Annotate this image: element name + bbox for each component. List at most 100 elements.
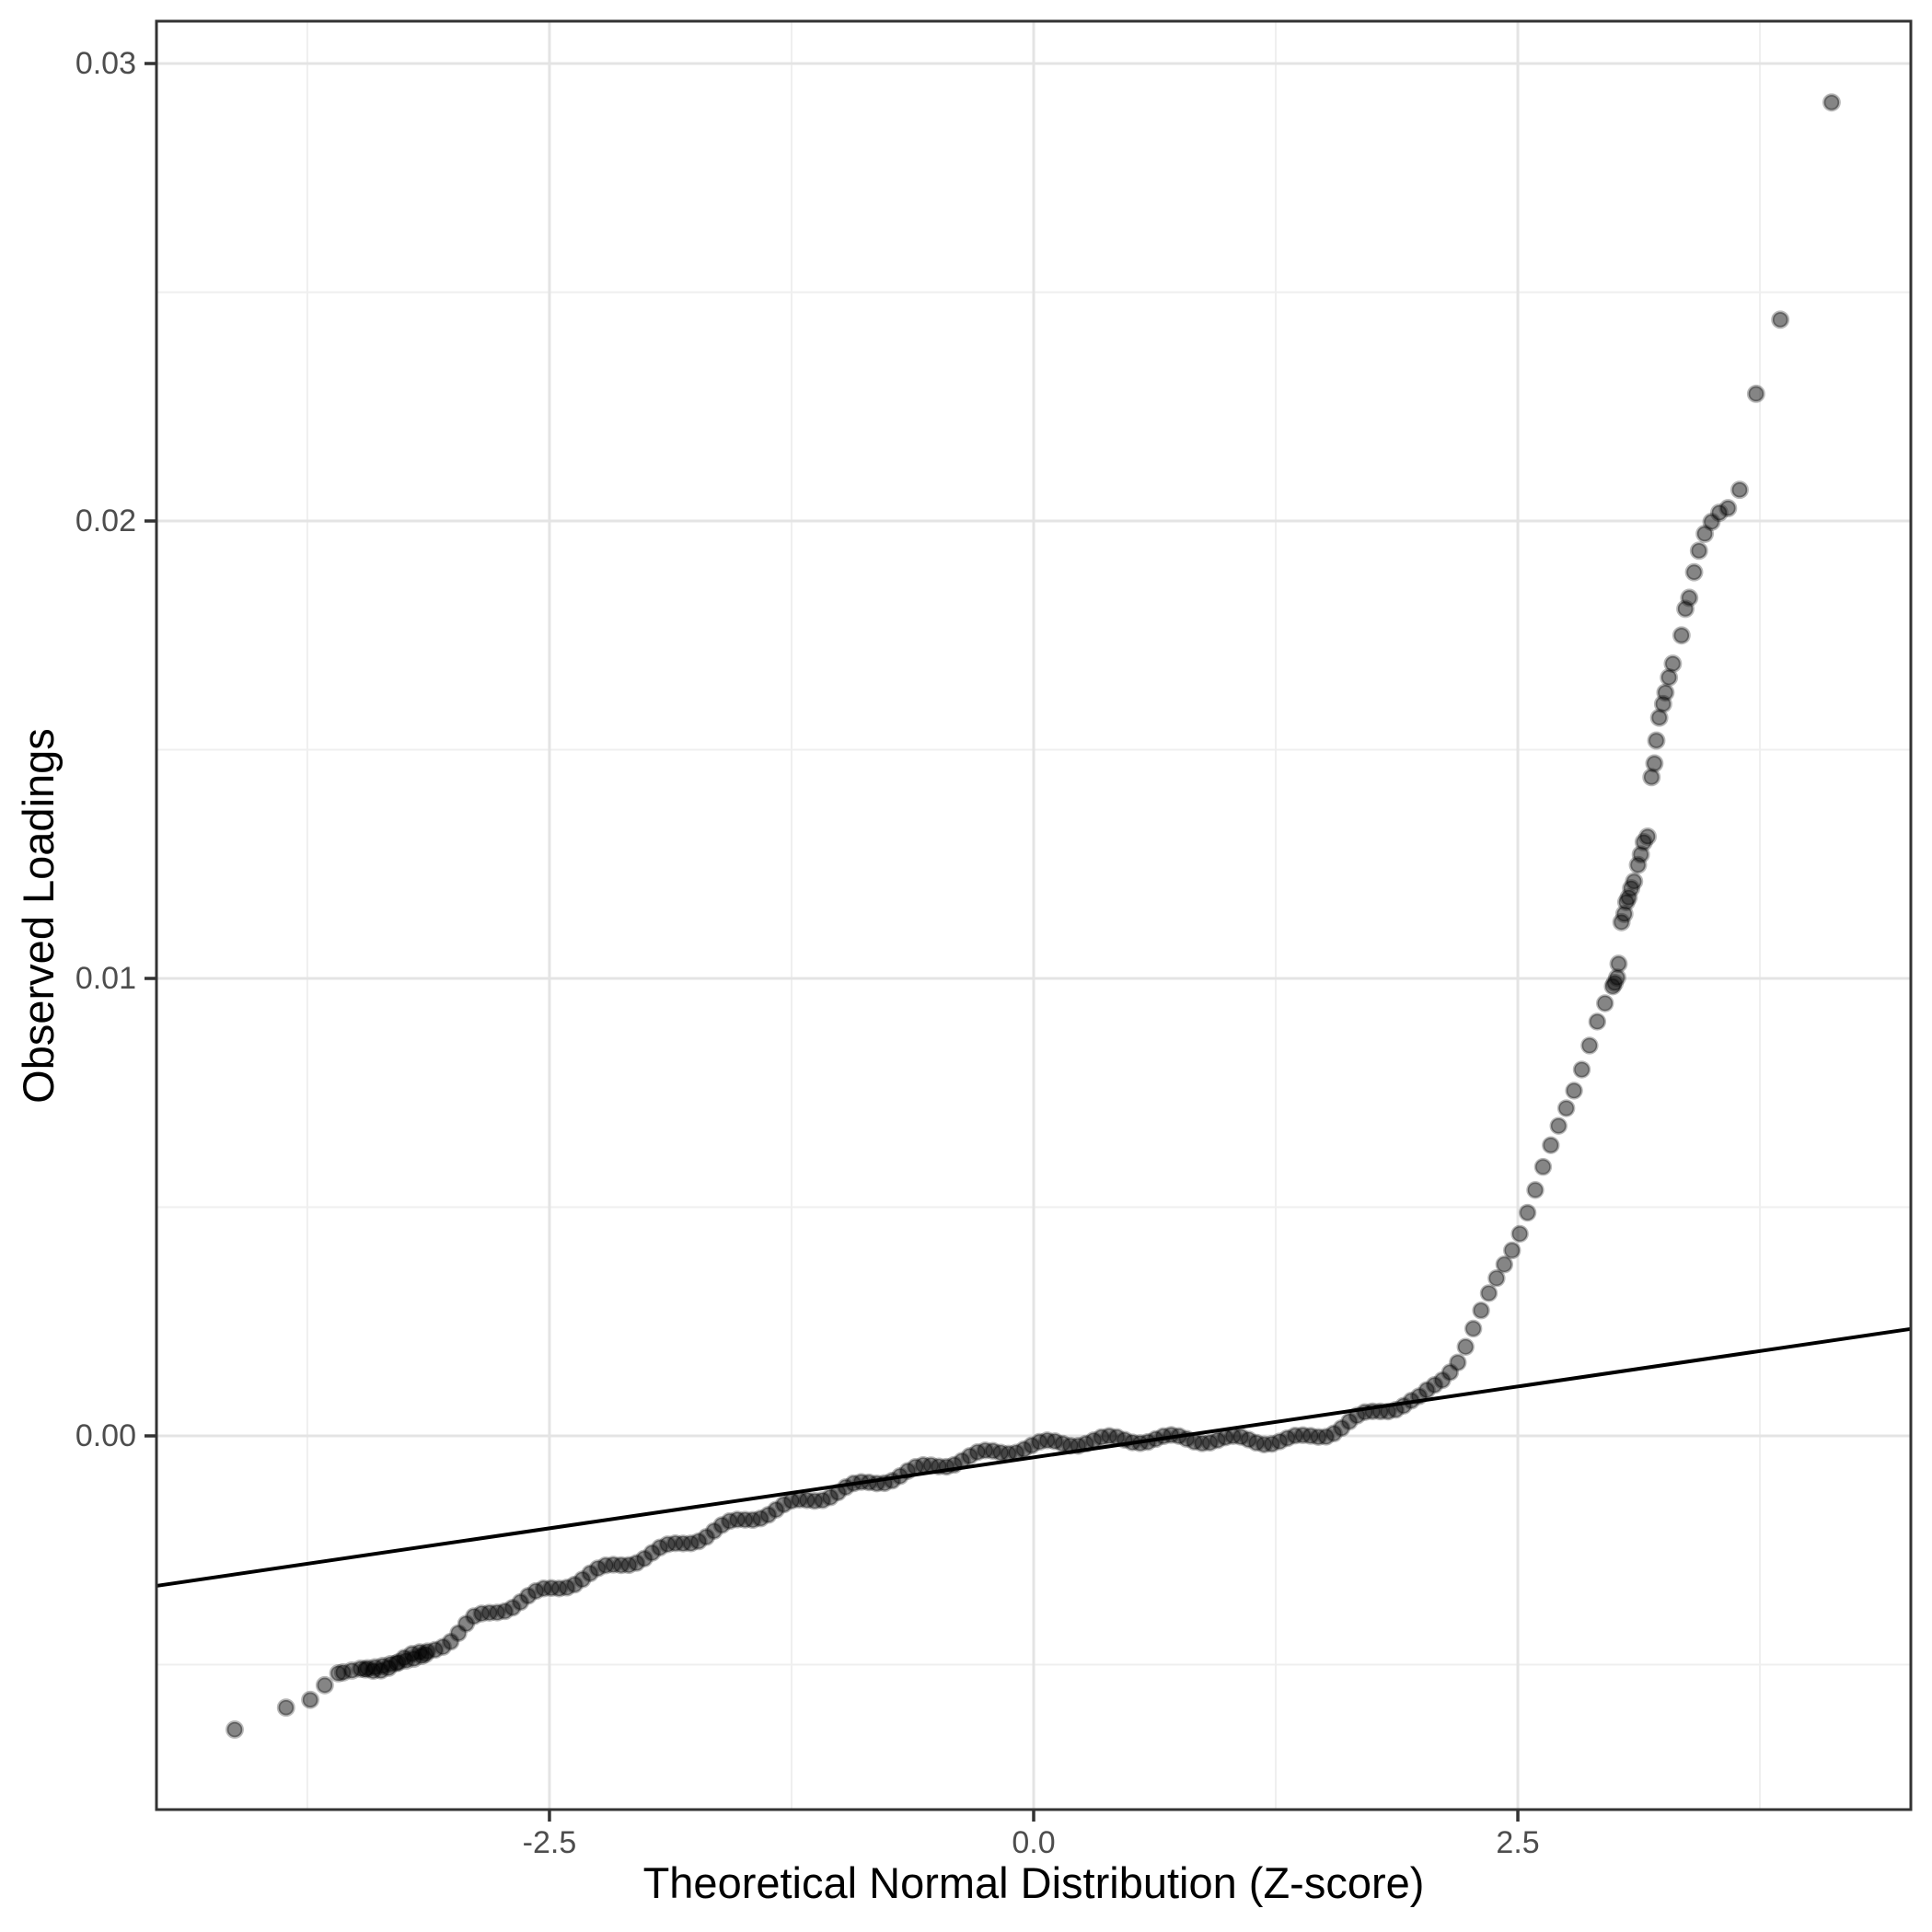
data-point <box>1084 1431 1103 1450</box>
data-point <box>573 1570 592 1589</box>
data-point <box>1092 1428 1111 1447</box>
data-point <box>968 1442 987 1462</box>
data-point <box>1609 954 1628 974</box>
data-point <box>488 1603 506 1622</box>
data-point <box>751 1510 770 1528</box>
data-point <box>1440 1363 1460 1382</box>
data-point <box>1061 1436 1080 1455</box>
data-point <box>402 1645 422 1663</box>
data-point <box>558 1579 576 1597</box>
data-point <box>1077 1434 1095 1453</box>
data-point <box>416 1645 435 1664</box>
data-point <box>1053 1434 1072 1453</box>
data-point <box>1649 708 1669 727</box>
data-point <box>735 1510 755 1529</box>
data-point <box>1588 1012 1607 1031</box>
data-point <box>604 1556 623 1574</box>
data-point <box>1542 1136 1560 1154</box>
data-point <box>276 1698 295 1718</box>
data-point <box>441 1632 460 1651</box>
data-point <box>1286 1426 1304 1445</box>
data-point <box>1628 855 1648 874</box>
qq-line <box>156 1326 1912 1588</box>
x-axis-title: Theoretical Normal Distribution (Z-score… <box>642 1858 1425 1907</box>
data-point <box>1154 1427 1173 1446</box>
data-point <box>397 1651 416 1670</box>
axis-tick-marks <box>145 62 1520 1822</box>
data-point <box>1572 1060 1591 1079</box>
data-point <box>782 1491 801 1510</box>
data-point <box>1603 977 1622 996</box>
data-point <box>503 1598 522 1617</box>
data-point <box>372 1661 390 1680</box>
data-point <box>351 1660 370 1678</box>
data-point <box>1270 1432 1289 1451</box>
data-point <box>1301 1427 1320 1445</box>
data-point <box>805 1492 824 1510</box>
data-point <box>681 1534 700 1553</box>
data-point <box>1363 1402 1382 1420</box>
data-point <box>984 1441 1002 1461</box>
data-point <box>1255 1435 1274 1454</box>
qq-reference-line <box>156 1326 1912 1588</box>
data-point <box>1709 503 1729 523</box>
data-point <box>1556 1099 1576 1117</box>
data-point <box>697 1528 716 1546</box>
data-point <box>411 1643 429 1661</box>
data-point <box>1605 974 1625 992</box>
data-point <box>1123 1433 1142 1452</box>
data-point <box>1518 1203 1537 1222</box>
data-point <box>1162 1426 1181 1444</box>
data-point <box>1332 1418 1351 1438</box>
data-point <box>1069 1437 1088 1455</box>
data-point <box>1216 1428 1235 1447</box>
data-point <box>588 1559 607 1578</box>
data-point <box>342 1661 362 1680</box>
data-point <box>526 1581 545 1601</box>
data-point <box>1487 1269 1506 1288</box>
data-point <box>821 1488 839 1507</box>
data-point <box>728 1510 746 1529</box>
data-point <box>991 1443 1010 1462</box>
data-point <box>1718 499 1738 518</box>
data-point <box>1131 1434 1150 1452</box>
data-point <box>1107 1428 1127 1447</box>
data-point <box>953 1452 971 1470</box>
data-point <box>356 1660 375 1679</box>
data-point <box>1549 1116 1568 1135</box>
data-point <box>705 1521 723 1540</box>
data-point <box>1631 845 1650 864</box>
data-point <box>642 1544 662 1562</box>
data-point <box>1479 1284 1498 1302</box>
x-tick-label: 2.5 <box>1496 1825 1540 1860</box>
data-point <box>1309 1428 1328 1446</box>
data-point <box>1139 1432 1157 1452</box>
data-point <box>759 1506 778 1524</box>
x-tick-label: 0.0 <box>1012 1825 1056 1860</box>
data-point <box>1653 694 1672 713</box>
data-point <box>1239 1430 1258 1449</box>
data-point <box>1193 1434 1211 1452</box>
data-point <box>1417 1381 1436 1399</box>
data-point <box>465 1607 483 1625</box>
data-point <box>404 1649 423 1668</box>
data-point <box>627 1554 646 1572</box>
data-point <box>1177 1429 1196 1448</box>
data-point <box>418 1642 437 1660</box>
data-point <box>534 1579 553 1598</box>
data-point <box>565 1575 584 1594</box>
data-point <box>412 1647 432 1666</box>
data-point <box>1394 1396 1413 1415</box>
data-point <box>395 1649 413 1667</box>
data-point <box>1684 562 1704 582</box>
y-tick-label: 0.02 <box>75 503 136 539</box>
data-point <box>1100 1427 1118 1445</box>
data-point <box>837 1478 855 1497</box>
data-point <box>921 1456 941 1475</box>
data-point <box>1410 1387 1429 1406</box>
data-point <box>1495 1255 1514 1274</box>
scatter-points-dense-band <box>356 977 1622 1681</box>
data-point <box>1116 1430 1134 1449</box>
